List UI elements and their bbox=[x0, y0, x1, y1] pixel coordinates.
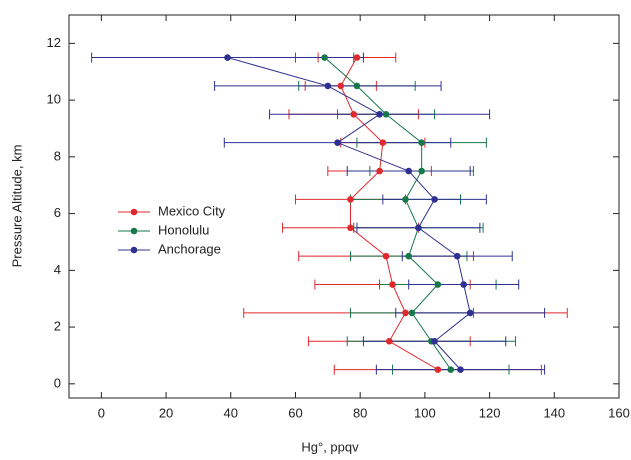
data-point bbox=[405, 252, 413, 260]
data-point bbox=[382, 252, 390, 260]
series-line bbox=[340, 57, 439, 371]
data-point bbox=[347, 224, 354, 232]
data-point bbox=[376, 167, 383, 175]
x-tick-label: 0 bbox=[98, 405, 105, 420]
data-point bbox=[353, 82, 361, 90]
data-point bbox=[382, 110, 390, 118]
plot-frame bbox=[68, 14, 620, 399]
data-point bbox=[353, 54, 361, 61]
x-tick-label: 20 bbox=[159, 405, 173, 420]
x-tick-label: 160 bbox=[608, 405, 630, 420]
data-point bbox=[434, 281, 442, 288]
x-tick-label: 60 bbox=[288, 405, 302, 420]
data-point bbox=[389, 281, 396, 288]
x-tick-label: 140 bbox=[543, 405, 565, 420]
data-point bbox=[376, 110, 383, 118]
series-line bbox=[227, 57, 471, 370]
data-point bbox=[457, 366, 464, 373]
data-point bbox=[324, 82, 332, 90]
y-tick-label: 2 bbox=[54, 319, 61, 334]
data-point bbox=[418, 139, 425, 146]
legend-marker bbox=[130, 208, 138, 216]
data-point bbox=[447, 366, 455, 373]
data-point bbox=[431, 337, 438, 345]
series-line bbox=[324, 57, 452, 370]
y-tick-label: 12 bbox=[47, 35, 61, 50]
x-tick-label: 100 bbox=[414, 405, 436, 420]
data-point bbox=[418, 167, 425, 175]
legend-label: Mexico City bbox=[158, 203, 226, 218]
legend-marker bbox=[130, 227, 138, 235]
data-point bbox=[321, 54, 328, 61]
data-point bbox=[402, 196, 409, 203]
data-point bbox=[405, 167, 413, 175]
data-point bbox=[334, 139, 341, 146]
legend-label: Honolulu bbox=[158, 222, 209, 237]
data-point bbox=[385, 337, 393, 345]
data-point bbox=[431, 196, 438, 203]
data-point bbox=[466, 309, 474, 317]
data-point bbox=[337, 82, 345, 90]
y-tick-label: 4 bbox=[54, 262, 61, 277]
data-point bbox=[379, 139, 387, 146]
x-tick-label: 120 bbox=[479, 405, 501, 420]
data-point bbox=[402, 309, 409, 317]
legend-label: Anchorage bbox=[158, 241, 221, 256]
data-point bbox=[453, 252, 461, 260]
x-axis-label: Hg°, ppqv bbox=[301, 439, 359, 454]
y-axis-label: Pressure Altitude, km bbox=[9, 145, 24, 268]
x-tick-label: 80 bbox=[353, 405, 367, 420]
data-point bbox=[460, 281, 468, 288]
data-point bbox=[408, 309, 416, 317]
y-tick-label: 8 bbox=[54, 148, 61, 163]
y-tick-label: 0 bbox=[54, 375, 61, 390]
data-point bbox=[434, 366, 442, 373]
x-tick-label: 40 bbox=[224, 405, 238, 420]
data-point bbox=[224, 54, 231, 61]
y-tick-label: 10 bbox=[47, 92, 61, 107]
y-tick-label: 6 bbox=[54, 205, 61, 220]
legend-marker bbox=[130, 246, 138, 254]
data-point bbox=[415, 224, 422, 232]
data-point bbox=[347, 196, 354, 203]
data-point bbox=[350, 110, 358, 118]
